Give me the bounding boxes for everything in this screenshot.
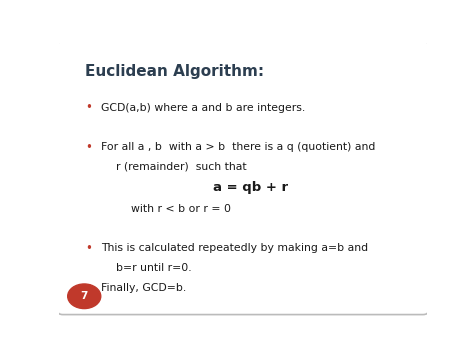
Text: b=r until r=0.: b=r until r=0.	[116, 263, 192, 273]
Text: •: •	[85, 282, 92, 294]
Text: with r < b or r = 0: with r < b or r = 0	[131, 204, 231, 214]
Text: •: •	[85, 242, 92, 255]
Text: This is calculated repeatedly by making a=b and: This is calculated repeatedly by making …	[101, 244, 369, 253]
Circle shape	[68, 284, 101, 308]
Text: Euclidean Algorithm:: Euclidean Algorithm:	[85, 65, 264, 80]
Text: 7: 7	[81, 291, 88, 301]
Text: GCD(a,b) where a and b are integers.: GCD(a,b) where a and b are integers.	[101, 103, 306, 113]
FancyBboxPatch shape	[57, 41, 428, 315]
Text: For all a , b  with a > b  there is a q (quotient) and: For all a , b with a > b there is a q (q…	[101, 142, 376, 152]
Text: a = qb + r: a = qb + r	[213, 181, 288, 195]
Text: •: •	[85, 141, 92, 154]
Text: r (remainder)  such that: r (remainder) such that	[116, 162, 247, 172]
Text: Finally, GCD=b.: Finally, GCD=b.	[101, 283, 187, 293]
Text: •: •	[85, 102, 92, 114]
